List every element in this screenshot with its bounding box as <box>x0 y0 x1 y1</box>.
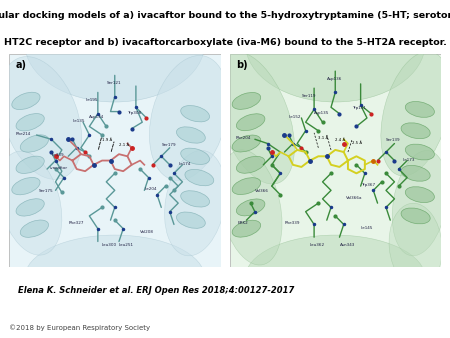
Ellipse shape <box>16 156 44 173</box>
Ellipse shape <box>232 220 261 237</box>
Text: Leu300: Leu300 <box>102 243 117 247</box>
Text: a): a) <box>15 61 27 70</box>
Text: 1.9 Å: 1.9 Å <box>102 138 112 142</box>
Ellipse shape <box>12 177 40 195</box>
Ellipse shape <box>401 123 430 139</box>
Ellipse shape <box>181 148 210 165</box>
Ellipse shape <box>389 203 442 288</box>
Ellipse shape <box>236 114 265 131</box>
Text: 2.1 Å: 2.1 Å <box>119 143 129 147</box>
Text: Trp308: Trp308 <box>127 111 142 115</box>
Text: Val366: Val366 <box>255 190 269 193</box>
Ellipse shape <box>181 191 210 207</box>
Ellipse shape <box>232 93 261 110</box>
Text: Leu362: Leu362 <box>310 243 325 247</box>
Ellipse shape <box>216 52 294 184</box>
Ellipse shape <box>236 156 265 173</box>
Ellipse shape <box>392 150 447 256</box>
Text: Elena K. Schneider et al. ERJ Open Res 2018;4:00127-2017: Elena K. Schneider et al. ERJ Open Res 2… <box>18 286 294 295</box>
Ellipse shape <box>16 114 44 131</box>
Ellipse shape <box>12 92 40 110</box>
Text: Ile204: Ile204 <box>144 187 157 191</box>
Ellipse shape <box>219 150 282 265</box>
Ellipse shape <box>405 187 434 202</box>
Text: Ile339: Ile339 <box>51 153 64 157</box>
Text: 2.5 Å: 2.5 Å <box>352 141 362 145</box>
Ellipse shape <box>25 0 205 102</box>
Text: Ser139: Ser139 <box>386 138 400 142</box>
Text: Ser175: Ser175 <box>39 190 53 193</box>
Text: ©2018 by European Respiratory Society: ©2018 by European Respiratory Society <box>9 324 150 331</box>
Text: b): b) <box>236 61 248 70</box>
Text: Trp151: Trp151 <box>352 106 366 111</box>
Ellipse shape <box>401 208 430 224</box>
Ellipse shape <box>181 105 210 122</box>
Text: Ser179: Ser179 <box>161 143 176 147</box>
Text: Ile152: Ile152 <box>289 115 301 119</box>
Text: Ile135: Ile135 <box>72 119 85 123</box>
Text: Phe214: Phe214 <box>15 132 31 136</box>
FancyBboxPatch shape <box>9 54 220 267</box>
Text: Ile173: Ile173 <box>403 158 415 162</box>
Text: Ile145: Ile145 <box>360 226 373 230</box>
Ellipse shape <box>20 135 49 152</box>
Ellipse shape <box>0 56 82 179</box>
Ellipse shape <box>245 235 425 320</box>
Ellipse shape <box>25 235 205 320</box>
Text: Molecular docking models of a) ivacaftor bound to the 5-hydroxytryptamine (5-HT;: Molecular docking models of a) ivacaftor… <box>0 10 450 20</box>
Text: Ser121: Ser121 <box>106 81 121 85</box>
Text: Asp134: Asp134 <box>90 115 104 119</box>
Ellipse shape <box>405 144 434 160</box>
Text: HT2C receptor and b) ivacaftorcarboxylate (iva-M6) bound to the 5-HT2A receptor.: HT2C receptor and b) ivacaftorcarboxylat… <box>4 38 446 47</box>
Ellipse shape <box>165 150 226 256</box>
Text: Trp367: Trp367 <box>360 183 375 187</box>
Text: 2.4 Å: 2.4 Å <box>335 138 346 142</box>
Text: Leu251: Leu251 <box>119 243 134 247</box>
Text: Asp135: Asp135 <box>314 111 329 115</box>
Ellipse shape <box>405 101 434 117</box>
Text: ivacaftor: ivacaftor <box>49 166 68 170</box>
Text: Val208: Val208 <box>140 230 154 234</box>
Ellipse shape <box>232 135 261 152</box>
Text: Phe339: Phe339 <box>284 221 300 225</box>
Ellipse shape <box>381 51 450 176</box>
Text: Phe204: Phe204 <box>236 136 251 140</box>
Ellipse shape <box>16 199 44 216</box>
Text: Ser119: Ser119 <box>302 94 316 98</box>
Text: ERK2: ERK2 <box>238 221 249 225</box>
Ellipse shape <box>20 220 49 237</box>
Ellipse shape <box>185 169 214 186</box>
Ellipse shape <box>176 127 205 143</box>
Text: Ile195: Ile195 <box>85 98 98 102</box>
Text: Asn343: Asn343 <box>339 243 355 247</box>
Text: Ile174: Ile174 <box>178 162 191 166</box>
FancyBboxPatch shape <box>230 54 441 267</box>
Text: Asp136: Asp136 <box>327 77 342 81</box>
Text: Phe327: Phe327 <box>68 221 84 225</box>
Ellipse shape <box>401 165 430 181</box>
Ellipse shape <box>149 55 228 180</box>
Ellipse shape <box>0 151 62 255</box>
Ellipse shape <box>232 178 261 195</box>
Text: 3.1 Å: 3.1 Å <box>318 136 328 140</box>
Ellipse shape <box>245 0 425 102</box>
Text: Val366a: Val366a <box>346 196 362 200</box>
Ellipse shape <box>176 212 205 228</box>
Ellipse shape <box>236 199 265 216</box>
